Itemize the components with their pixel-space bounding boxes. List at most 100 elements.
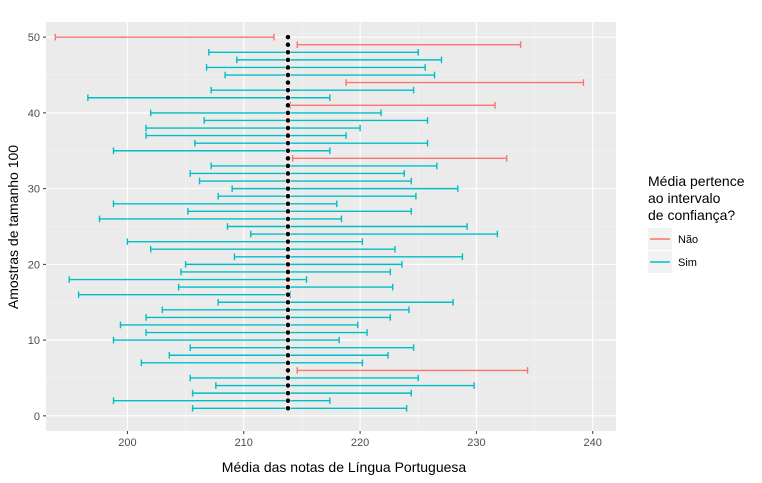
mean-point [285,185,291,192]
interval-46 [205,64,426,71]
mean-point [285,352,291,359]
interval-37 [145,132,347,139]
mean-point [285,216,291,222]
mean-point [285,41,291,48]
interval-48 [208,48,419,56]
mean-point [285,269,291,275]
legend: Média pertence ao intervalo de confiança… [648,173,745,273]
legend-item-sim: Sim [648,251,697,273]
x-tick-label: 230 [467,437,485,449]
mean-point [285,193,291,200]
mean-points [285,34,291,412]
mean-point [285,344,291,351]
mean-point [285,87,291,94]
mean-point [285,117,291,124]
mean-point [285,367,291,374]
interval-30 [231,185,459,192]
mean-point [285,276,291,283]
mean-point [285,132,291,139]
interval-15 [217,298,454,306]
mean-point [285,306,291,313]
interval-8 [168,351,389,359]
interval-24 [250,230,499,238]
interval-2 [112,397,331,405]
x-axis-ticks: 200 210 220 230 240 [118,431,602,449]
mean-point [285,329,291,336]
interval-13 [145,314,392,321]
interval-44 [345,79,585,86]
interval-35 [112,147,331,155]
y-tick-label: 50 [28,32,40,44]
legend-label-sim: Sim [678,257,697,269]
mean-point [285,72,291,78]
legend-title-line-1: Média pertence [648,173,745,189]
mean-point [285,178,291,184]
mean-point [285,49,291,56]
mean-point [285,238,291,245]
y-tick-label: 30 [28,184,40,196]
interval-22 [149,245,396,253]
mean-point [285,322,291,328]
mean-point [285,64,291,71]
interval-32 [189,170,405,177]
mean-point [285,208,291,215]
mean-point [285,253,291,260]
mean-point [285,109,291,116]
mean-point [285,231,291,237]
x-tick-label: 220 [351,437,369,449]
mean-point [285,140,291,147]
y-tick-label: 20 [28,259,40,271]
interval-series [54,33,585,412]
legend-title-line-2: ao intervalo [648,190,721,206]
interval-1 [191,404,408,412]
mean-point [285,34,291,41]
interval-23 [126,238,364,245]
mean-point [285,299,291,306]
interval-4 [215,382,475,389]
interval-12 [119,321,359,329]
mean-point [285,102,291,109]
interval-5 [189,374,419,382]
interval-40 [149,109,382,117]
interval-25 [226,223,468,230]
interval-7 [140,359,364,367]
x-tick-label: 210 [235,437,253,449]
interval-39 [203,117,429,124]
interval-10 [112,336,340,344]
interval-36 [194,139,429,147]
mean-point [285,200,291,207]
mean-point [285,261,291,268]
interval-45 [224,71,436,79]
interval-29 [217,192,417,200]
y-tick-label: 40 [28,108,40,120]
interval-31 [198,177,412,185]
interval-11 [145,329,368,336]
mean-point [285,125,291,131]
x-axis-title: Média das notas de Língua Portuguesa [222,459,467,475]
mean-point [285,375,291,381]
legend-label-nao: Não [678,234,698,246]
interval-43 [210,86,415,94]
interval-49 [296,41,522,49]
interval-33 [210,162,438,170]
mean-point [285,147,291,154]
mean-point [285,291,291,298]
mean-point [285,246,291,253]
y-tick-label: 10 [28,335,40,347]
y-axis-title: Amostras de tamanho 100 [5,145,21,309]
mean-point [285,170,291,177]
mean-point [285,284,291,290]
mean-point [285,359,291,366]
mean-point [285,56,291,63]
mean-point [285,337,291,344]
interval-20 [184,261,403,268]
legend-title-line-3: de confiança? [648,207,735,223]
mean-point [285,314,291,321]
mean-point [285,382,291,389]
x-tick-label: 200 [118,437,136,449]
mean-point [285,163,291,169]
mean-point [285,155,291,162]
mean-point [285,94,291,101]
legend-item-nao: Não [648,228,698,250]
